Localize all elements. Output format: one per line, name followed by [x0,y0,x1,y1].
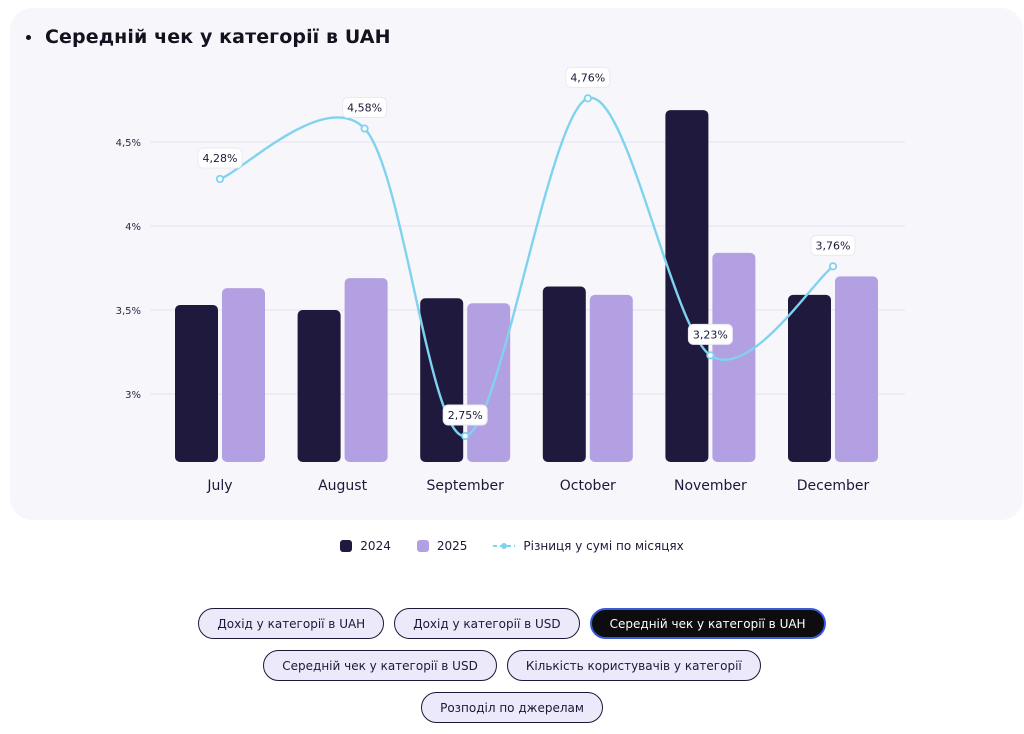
x-axis-labels: July August September October November Decemb… [206,478,869,494]
y-axis-ticks: 4,5% 4% 3,5% 3% [116,138,141,401]
legend-item-2024[interactable]: 2024 [340,539,391,553]
bar-2024-september[interactable] [420,298,464,462]
avg-check-uah-button[interactable]: Середній чек у категорії в UAH [589,608,826,639]
difference-label-text: 2,75% [448,409,483,422]
difference-label-box [197,147,243,169]
legend-label-difference: Різниця у сумі по місяцях [523,539,684,553]
difference-label-text: 4,76% [570,71,605,84]
y-tick-label: 3,5% [116,306,141,317]
bullet-icon [26,34,31,40]
button-row-3: Розподіл по джерелам [0,692,1024,723]
y-tick-label: 4% [125,222,141,233]
difference-label-november: 3,23% [687,323,733,345]
difference-label-box [687,323,733,345]
chart-title: Середній чек у категорії в UAH [45,26,391,48]
avg-check-usd-button[interactable]: Середній чек у категорії в USD [263,650,497,681]
bar-2025-october[interactable] [589,294,633,462]
chart-header: Середній чек у категорії в UAH [26,26,391,48]
income-usd-button[interactable]: Дохід у категорії в USD [394,608,580,639]
x-tick-label-august: August [318,478,368,494]
income-uah-button[interactable]: Дохід у категорії в UAH [198,608,385,639]
legend-item-2025[interactable]: 2025 [416,539,468,553]
x-tick-label-october: October [560,478,616,494]
chart-legend: 2024 2025 Різниця у сумі по місяцях [0,539,1024,553]
bar-2024-november[interactable] [665,110,709,462]
bar-2025-july[interactable] [222,288,265,462]
chart-canvas: 4,5% 4% 3,5% 3% July August September October N… [116,66,905,494]
legend-swatch-2025 [416,540,429,552]
bar-2024-august[interactable] [297,310,341,462]
y-tick-label: 4,5% [116,138,141,149]
difference-label-box [442,404,488,426]
difference-point-august[interactable] [360,124,369,133]
difference-label-october: 4,76% [565,66,611,88]
bars [175,110,878,462]
bar-2024-december[interactable] [788,294,831,462]
button-row-2: Середній чек у категорії в USD Кількість… [0,650,1024,681]
sources-button[interactable]: Розподіл по джерелам [421,692,603,723]
difference-label-december: 3,76% [810,234,856,256]
y-tick-label: 3% [125,390,141,401]
x-tick-label-december: December [797,478,870,494]
difference-point-october[interactable] [583,94,592,103]
bar-2025-august[interactable] [344,278,388,462]
difference-label-text: 3,23% [693,328,728,341]
legend-swatch-2024 [340,540,353,552]
button-row-1: Дохід у категорії в UAH Дохід у категорі… [0,608,1024,639]
difference-labels: 4,28% 4,58% 2,75% 4,76% 3,23% 3,76% [197,66,856,426]
legend-line-icon [493,543,516,549]
x-tick-label-november: November [674,478,747,494]
difference-point-december[interactable] [828,262,838,271]
difference-label-text: 4,28% [203,152,238,165]
difference-point-september[interactable] [461,431,470,441]
difference-label-september: 2,75% [442,404,488,426]
difference-point-november[interactable] [706,351,715,360]
x-tick-label-september: September [427,478,505,494]
difference-label-text: 3,76% [816,239,851,252]
difference-point-july[interactable] [215,174,225,184]
difference-line [215,94,838,441]
difference-label-july: 4,28% [197,147,243,169]
difference-label-box [565,66,611,88]
x-tick-label-july: July [206,478,232,494]
legend-label-2025: 2025 [436,539,468,553]
bar-2025-december[interactable] [835,276,878,462]
legend-item-difference[interactable]: Різниця у сумі по місяцях [493,539,684,553]
difference-label-box [342,97,388,119]
bar-2025-september[interactable] [467,303,511,462]
difference-label-august: 4,58% [342,97,388,119]
bar-2024-october[interactable] [542,286,586,462]
chart-switcher: Дохід у категорії в UAH Дохід у категорі… [0,608,1024,734]
bar-2024-july[interactable] [175,304,218,462]
difference-label-box [810,234,856,256]
difference-label-text: 4,58% [347,102,382,115]
legend-label-2024: 2024 [360,539,391,553]
users-count-button[interactable]: Кількість користувачів у категорії [506,650,761,681]
